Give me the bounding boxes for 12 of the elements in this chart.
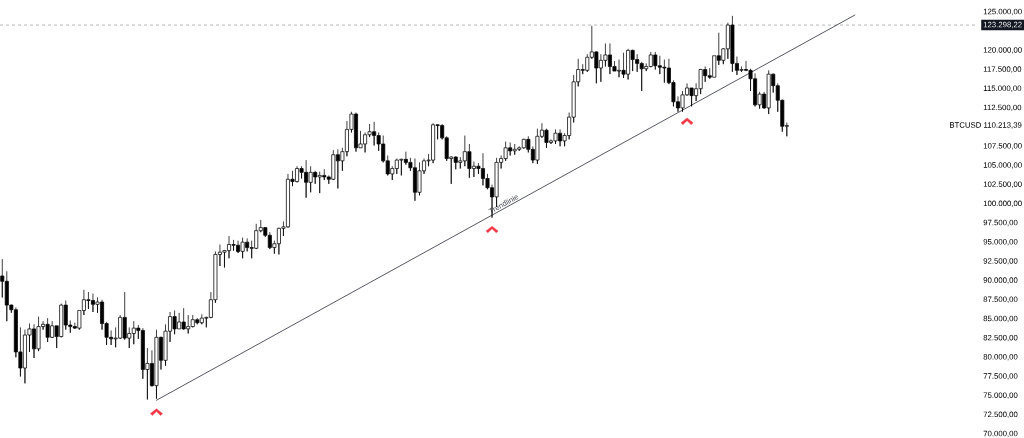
candlestick: [766, 69, 771, 115]
candlestick: [653, 51, 658, 70]
candlestick: [317, 171, 322, 194]
candlestick: [621, 52, 626, 79]
candlestick: [240, 237, 245, 259]
candlestick: [662, 59, 667, 83]
candlestick: [181, 307, 186, 331]
candlestick: [730, 15, 735, 73]
candlestick: [154, 329, 159, 400]
candlestick: [689, 87, 694, 107]
candlestick: [553, 129, 558, 145]
candlestick: [45, 317, 50, 343]
